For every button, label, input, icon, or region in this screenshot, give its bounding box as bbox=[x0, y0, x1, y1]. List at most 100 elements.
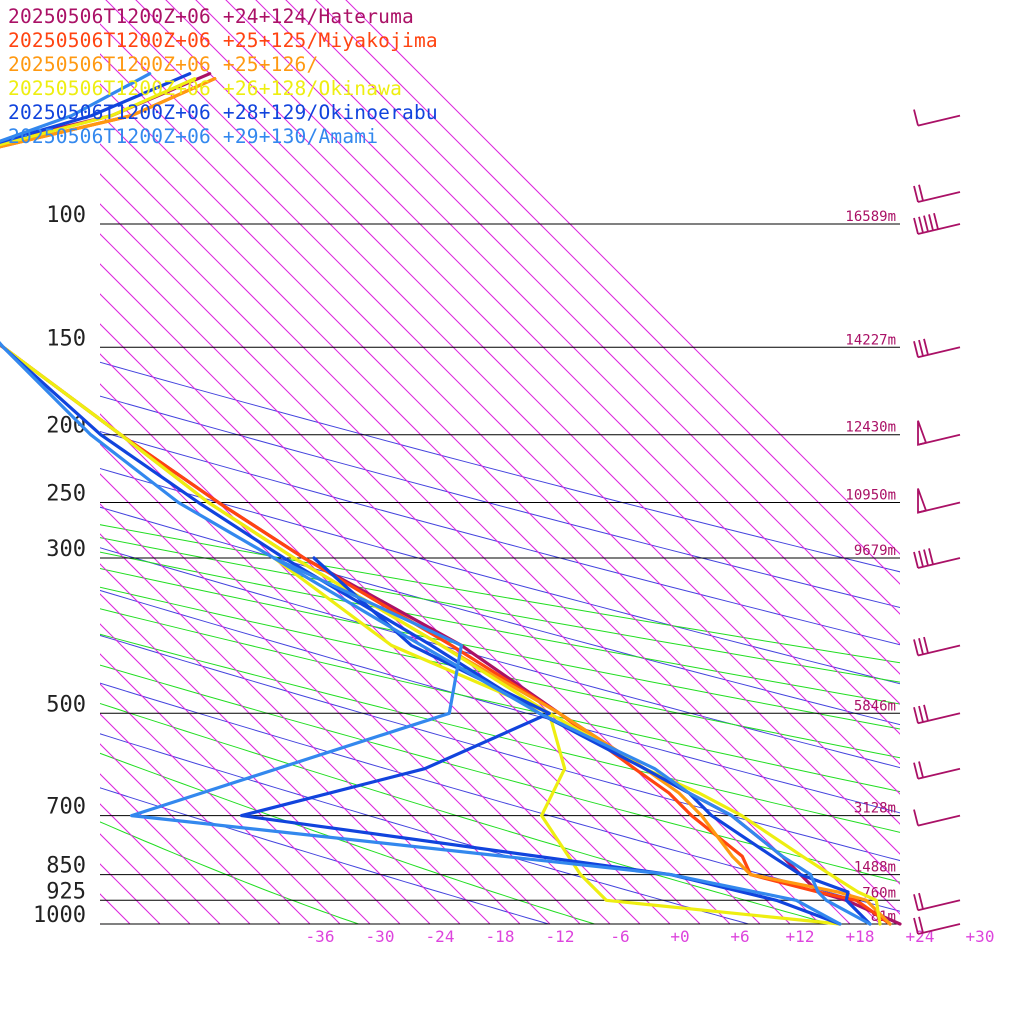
height-label: 9679m bbox=[854, 543, 896, 559]
moist-adiabat-line bbox=[100, 821, 359, 924]
wind-barb bbox=[913, 338, 961, 359]
temperature-profile-line bbox=[0, 77, 892, 926]
dry-adiabat-line bbox=[100, 430, 900, 646]
wind-barb-feather bbox=[923, 704, 929, 722]
pressure-label: 925 bbox=[46, 879, 86, 904]
wind-barb bbox=[917, 420, 961, 446]
moist-adiabat-line bbox=[100, 608, 900, 793]
legend: 20250506T1200Z+06 +24+124/Hateruma 20250… bbox=[8, 5, 438, 149]
temperature-profile-line bbox=[0, 72, 872, 926]
pressure-label: 850 bbox=[46, 854, 86, 879]
temperature-axis-labels: -36-30-24-18-12-6+0+6+12+18+24+30+36 bbox=[306, 927, 995, 946]
isotherm-line bbox=[100, 593, 431, 924]
pressure-label: 700 bbox=[46, 795, 86, 820]
isotherm-line bbox=[100, 443, 581, 924]
wind-barb-feather bbox=[913, 762, 919, 779]
wind-barb-feather bbox=[933, 212, 939, 230]
pressure-label: 100 bbox=[46, 203, 86, 228]
wind-barb-flag bbox=[917, 420, 928, 446]
wind-barb-feather bbox=[918, 916, 924, 934]
pressure-label: 300 bbox=[46, 537, 86, 562]
sounding-series bbox=[0, 72, 902, 926]
temperature-tick-label: +6 bbox=[730, 927, 749, 946]
wind-barb bbox=[913, 916, 961, 935]
wind-barb bbox=[913, 704, 961, 725]
temperature-tick-label: -30 bbox=[366, 927, 395, 946]
pressure-label: 1000 bbox=[33, 903, 86, 928]
pressure-label: 250 bbox=[46, 482, 86, 507]
wind-barb-feather bbox=[913, 109, 919, 126]
temperature-tick-label: +0 bbox=[670, 927, 689, 946]
temperature-tick-label: +24 bbox=[906, 927, 935, 946]
dewpoint-profile-line bbox=[240, 556, 842, 926]
wind-barb-staff bbox=[917, 712, 961, 725]
wind-barb-staff bbox=[917, 644, 961, 657]
temperature-tick-label: -36 bbox=[306, 927, 335, 946]
wind-barb bbox=[913, 636, 961, 657]
temperature-tick-label: +30 bbox=[966, 927, 995, 946]
wind-barb bbox=[913, 184, 961, 203]
dewpoint-profile-line bbox=[130, 556, 842, 926]
wind-barb-feather bbox=[918, 216, 924, 234]
wind-barb-feather bbox=[913, 185, 919, 203]
height-label: 760m bbox=[862, 885, 896, 901]
temperature-profile-line bbox=[0, 72, 872, 926]
height-label: 12430m bbox=[845, 420, 896, 436]
pressure-label: 500 bbox=[46, 692, 86, 717]
moist-adiabat-line bbox=[100, 586, 900, 759]
wind-barb bbox=[913, 212, 961, 235]
legend-entry-okinoerabu: 20250506T1200Z+06 +28+129/Okinoerabu bbox=[8, 101, 438, 124]
isotherm-line bbox=[100, 743, 281, 924]
temperature-profile-line bbox=[0, 77, 882, 926]
wind-barb-feather bbox=[928, 214, 934, 231]
height-label: 5846m bbox=[854, 698, 896, 714]
isotherm-line bbox=[100, 473, 551, 924]
wind-barb-feather bbox=[913, 809, 919, 826]
pressure-label: 200 bbox=[46, 414, 86, 439]
dry-adiabat-line bbox=[100, 634, 900, 862]
wind-barb-staff bbox=[917, 899, 961, 912]
wind-barb-feather bbox=[918, 705, 924, 723]
dry-adiabat-line bbox=[100, 682, 900, 912]
wind-barb-feather bbox=[923, 636, 929, 654]
wind-barb-feather bbox=[923, 338, 929, 356]
isotherm-line bbox=[100, 533, 491, 924]
isotherm-line bbox=[100, 713, 311, 924]
isobars bbox=[100, 223, 900, 925]
wind-barb-feather bbox=[923, 549, 929, 566]
wind-barb bbox=[917, 488, 961, 514]
wind-barb-feather bbox=[913, 917, 919, 935]
temperature-tick-label: -24 bbox=[426, 927, 455, 946]
wind-barb-feather bbox=[928, 548, 934, 565]
dry-adiabat-line bbox=[100, 395, 900, 608]
wind-barb bbox=[913, 761, 961, 780]
wind-barb-feather bbox=[913, 217, 919, 235]
dewpoint-profile-line bbox=[272, 556, 842, 926]
wind-barb-feather bbox=[913, 894, 919, 911]
wind-barb-staff bbox=[917, 923, 961, 935]
dry-adiabat-line bbox=[100, 547, 900, 769]
wind-barb-staff bbox=[917, 557, 961, 569]
dry-adiabat-line bbox=[100, 589, 900, 814]
wind-barb bbox=[913, 892, 961, 912]
temperature-tick-label: -6 bbox=[610, 927, 629, 946]
wind-barb-staff bbox=[917, 346, 961, 359]
legend-entry-miyakojima: 20250506T1200Z+06 +25+125/Miyakojima bbox=[8, 29, 438, 52]
temperature-profile-line bbox=[0, 72, 902, 926]
wind-barb-feather bbox=[923, 215, 929, 232]
wind-barb-feather bbox=[918, 550, 924, 568]
dry-adiabat-line bbox=[100, 733, 749, 924]
pressure-label: 150 bbox=[46, 326, 86, 351]
legend-entry-amami: 20250506T1200Z+06 +29+130/Amami bbox=[8, 125, 379, 148]
temperature-profile-line bbox=[0, 77, 892, 926]
wind-barb-feather bbox=[918, 638, 924, 655]
height-label: 10950m bbox=[845, 488, 896, 504]
legend-entry-unnamed: 20250506T1200Z+06 +25+126/ bbox=[8, 53, 319, 76]
wind-barb-staff bbox=[917, 814, 961, 827]
wind-barb bbox=[913, 548, 961, 569]
temperature-tick-label: -18 bbox=[486, 927, 515, 946]
height-label: 14227m bbox=[845, 332, 896, 348]
isotherm-line bbox=[100, 623, 401, 924]
height-label: 3128m bbox=[854, 801, 896, 817]
